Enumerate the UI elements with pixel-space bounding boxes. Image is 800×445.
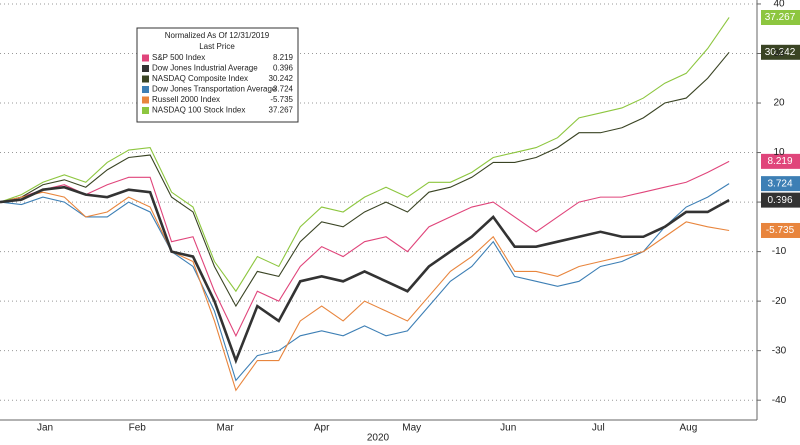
x-axis-label: 2020 bbox=[367, 433, 390, 444]
legend-value: -5.735 bbox=[270, 95, 293, 104]
x-tick-label: Mar bbox=[217, 423, 235, 434]
x-tick-label: May bbox=[402, 423, 421, 434]
value-labels: 8.219 0.396 30.242 3.724 -5.735 37.267 bbox=[761, 9, 800, 238]
y-tick-label: -10 bbox=[772, 246, 787, 257]
value-label: 30.242 bbox=[765, 47, 796, 58]
x-tick-label: Jan bbox=[37, 423, 53, 434]
legend-subtitle: Last Price bbox=[199, 42, 235, 51]
legend-label: NASDAQ 100 Stock Index bbox=[152, 106, 245, 115]
y-tick-label: 0 bbox=[776, 197, 782, 208]
legend-label: NASDAQ Composite Index bbox=[152, 74, 248, 83]
value-label-box bbox=[761, 176, 800, 192]
legend-value: 3.724 bbox=[273, 85, 294, 94]
legend: Normalized As Of 12/31/2019 Last Price S… bbox=[136, 27, 299, 123]
legend-label: S&P 500 Index bbox=[152, 53, 205, 62]
legend-swatch bbox=[142, 86, 149, 93]
x-tick-label: Apr bbox=[314, 423, 330, 434]
legend-label: Dow Jones Industrial Average bbox=[152, 64, 258, 73]
value-label: 0.396 bbox=[767, 195, 792, 206]
value-label-box bbox=[761, 222, 800, 238]
y-tick-label: 20 bbox=[773, 98, 785, 109]
series-line bbox=[0, 51, 730, 308]
value-label-box bbox=[761, 9, 800, 25]
y-tick-label: -40 bbox=[772, 395, 787, 406]
y-tick-label: 30 bbox=[773, 48, 785, 59]
legend-value: 30.242 bbox=[269, 74, 294, 83]
y-tick-label: -30 bbox=[772, 345, 787, 356]
value-label-box bbox=[761, 153, 800, 169]
x-tick-label: Jul bbox=[592, 423, 605, 434]
legend-value: 8.219 bbox=[273, 53, 294, 62]
legend-swatch bbox=[142, 65, 149, 72]
legend-box bbox=[136, 27, 299, 123]
lines bbox=[0, 3, 757, 401]
value-label: 8.219 bbox=[767, 156, 792, 167]
legend-swatch bbox=[142, 54, 149, 62]
legend-value: 0.396 bbox=[273, 64, 294, 73]
legend-label: Russell 2000 Index bbox=[152, 95, 220, 104]
legend-value: 37.267 bbox=[269, 106, 294, 115]
legend-swatch bbox=[142, 75, 149, 83]
value-label: -5.735 bbox=[766, 225, 795, 236]
x-tick-label: Feb bbox=[129, 423, 147, 434]
series-line bbox=[0, 191, 730, 392]
series-line bbox=[0, 183, 730, 382]
x-tick-label: Jun bbox=[500, 423, 516, 434]
value-label: 3.724 bbox=[767, 178, 792, 189]
legend-swatch bbox=[142, 96, 149, 104]
series-line bbox=[0, 17, 730, 293]
y-tick-label: 40 bbox=[773, 0, 785, 10]
value-label-box bbox=[761, 44, 800, 60]
legend-title: Normalized As Of 12/31/2019 bbox=[165, 31, 270, 40]
series-line bbox=[0, 160, 730, 338]
value-label: 37.267 bbox=[765, 12, 796, 23]
series-line bbox=[0, 185, 730, 365]
legend-swatch bbox=[142, 107, 149, 114]
legend-label: Dow Jones Transportation Average bbox=[152, 85, 277, 94]
x-tick-label: Aug bbox=[679, 423, 697, 434]
y-tick-label: 10 bbox=[773, 147, 785, 158]
y-tick-label: -20 bbox=[772, 296, 787, 307]
value-label-box bbox=[761, 192, 800, 208]
